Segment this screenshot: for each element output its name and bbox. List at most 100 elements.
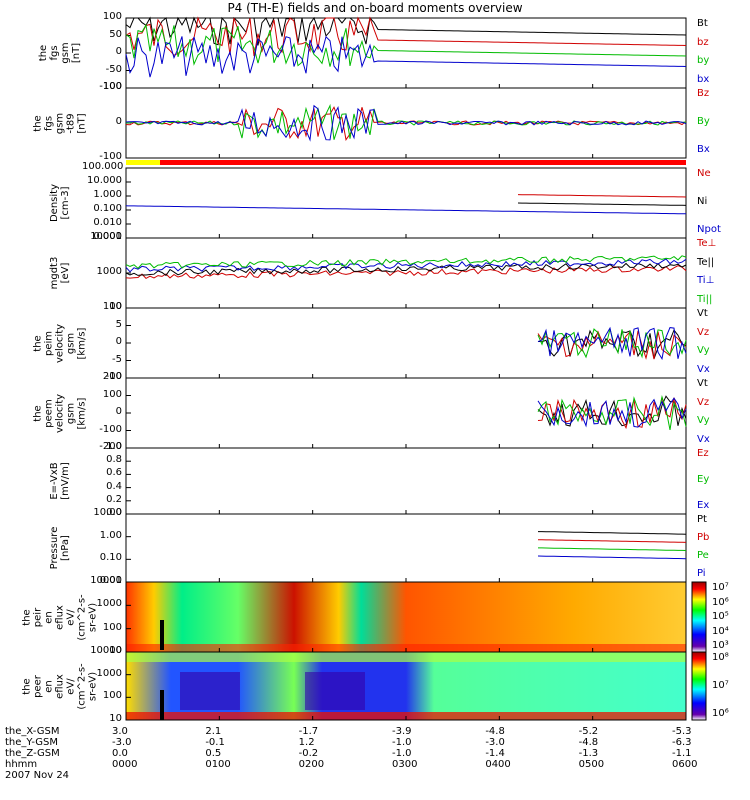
panel-frame-pressure [125, 513, 687, 583]
panel-ylabel-fgs: the fgs gsm [nT] [38, 18, 82, 88]
xrow-value-the_Z-GSM: -0.2 [298, 748, 319, 759]
trace-fgs-Bt [125, 16, 687, 46]
xrow-label-the_X-GSM: the_X-GSM [5, 726, 60, 737]
trace-velx10-Vy [537, 328, 687, 359]
ylabel-line: velocity [54, 323, 66, 363]
ytick-label-velx10: 5 [115, 318, 122, 330]
ylabel-line: Density [49, 183, 60, 223]
ylabel-line: sr-eV) [87, 671, 99, 701]
ylabel-line: [mV/m] [60, 462, 71, 500]
trace-density-Npot [125, 205, 687, 215]
trace-pressure-Pb [537, 539, 687, 543]
trace-temp-Ti⊥ [125, 258, 687, 273]
ytick-label-pressure: 1.00 [99, 529, 122, 541]
panel-frame-density [125, 167, 687, 239]
ylabel-line: eV/ [65, 608, 77, 626]
xrow-value-hhmm: 0100 [205, 759, 231, 770]
xrow-value-the_X-GSM: -4.8 [485, 726, 505, 737]
legend-temp-Te||: Te|| [697, 256, 715, 268]
legend-temp-Ti⊥: Ti⊥ [697, 275, 715, 287]
legend-velx10-Vt: Vt [697, 308, 708, 319]
ytick-label-fgs_dc: 100 [102, 81, 122, 92]
ytick-label-fgs_dc: -100 [99, 151, 122, 162]
legend-density-Ne: Ne [697, 168, 711, 179]
legend-velx10-Vy: Vy [697, 345, 710, 357]
ylabel-line: Pressure [49, 526, 60, 570]
ylabel-line: eflux [54, 604, 66, 630]
trace-fgs_dc-Bx [125, 104, 687, 142]
ylabel-line: gsm [54, 112, 66, 134]
trace-fgs-by [125, 23, 687, 67]
peer-topband [126, 652, 686, 662]
colorbar-label-peir: 10⁷ [712, 582, 729, 593]
panel-frame-velx10 [125, 307, 687, 379]
xrow-value-hhmm: 0300 [392, 759, 418, 770]
xrow-value-hhmm: 0500 [578, 759, 605, 770]
legend-velx10-Vx: Vx [697, 364, 710, 375]
xrow-value-the_Z-GSM: -1.0 [392, 748, 412, 759]
trace-vel-Vx [537, 397, 687, 428]
trace-pressure-Pt [538, 531, 687, 535]
ylabel-line: gsm [65, 402, 77, 424]
ytick-label-velx10: 10 [109, 301, 122, 312]
ytick-label-fgs: 100 [102, 11, 122, 22]
ytick-label-efield: 0.4 [106, 480, 122, 492]
ytick-label-efield: 0.8 [106, 454, 122, 466]
peer-dense-block-2 [305, 672, 365, 710]
legend-density-Ni: Ni [697, 196, 708, 207]
trace-density-Ne [517, 194, 687, 198]
legend-temp-Ti||: Ti|| [697, 294, 713, 305]
colorbar-label-peir: 10⁵ [712, 611, 729, 622]
xrow-value-the_X-GSM: 3.0 [112, 726, 128, 737]
ytick-label-pressure: 0.01 [99, 575, 122, 586]
ytick-label-vel: 0 [115, 406, 122, 417]
legend-vel-Vz: Vz [697, 396, 710, 408]
legend-efield-Ez: Ez [697, 448, 709, 459]
legend-fgs-by: by [697, 55, 710, 67]
colorbar-label-peer: 10⁸ [712, 652, 729, 663]
ytick-label-density: 0.010 [93, 217, 122, 228]
legend-pressure-Pi: Pi [697, 568, 706, 579]
xrow-value-the_Y-GSM: -4.8 [578, 737, 599, 748]
ylabel-line: fgs [49, 45, 60, 61]
ytick-label-efield: 0.0 [106, 507, 122, 518]
legend-temp-Te⊥: Te⊥ [697, 238, 717, 249]
ytick-label-density: 100.000 [82, 161, 124, 172]
ylabel-line: eflux [54, 673, 66, 699]
date-label: 2007 Nov 24 [5, 770, 70, 781]
ylabel-line: fgs [43, 115, 55, 131]
xrow-value-the_Z-GSM: -1.1 [672, 748, 692, 759]
xrow-value-the_X-GSM: -5.3 [672, 726, 692, 737]
legend-fgs-bx: bx [697, 74, 710, 85]
legend-fgs_dc-Bx: Bx [697, 144, 710, 155]
ylabel-line: (cm^2-s- [76, 593, 88, 641]
xrow-value-the_Z-GSM: 0.5 [205, 748, 222, 759]
legend-pressure-Pt: Pt [697, 514, 707, 525]
ylabel-line: gsm [60, 42, 71, 64]
xrow-value-the_X-GSM: 2.1 [205, 726, 222, 737]
ylabel-line: (cm^2-s- [76, 662, 88, 710]
mode-bar-yellow [126, 160, 160, 165]
ytick-label-vel: -200 [99, 441, 122, 452]
xrow-value-hhmm: 0000 [112, 759, 138, 770]
xrow-value-hhmm: 0400 [485, 759, 511, 770]
panel-ylabel-pressure: Pressure [nPa] [49, 514, 71, 582]
panel-ylabel-velx10: the peim velocity gsm [km/s] [33, 308, 88, 378]
trace-fgs-bz [125, 16, 687, 57]
legend-fgs_dc-By: By [697, 116, 710, 127]
ytick-label-velx10: -10 [105, 371, 122, 382]
peer-gap-marker [160, 690, 164, 720]
peer-dense-block-1 [180, 672, 240, 710]
panel-frame-efield [125, 447, 687, 515]
ylabel-line: peer [32, 674, 44, 698]
trace-temp-Te|| [125, 262, 687, 277]
ytick-label-fgs: -50 [105, 63, 122, 75]
panel-ylabel-vel: the peem velocity gsm [km/s] [33, 378, 88, 448]
ylabel-line: [nT] [76, 112, 88, 134]
legend-fgs_dc-Bz: Bz [697, 88, 710, 99]
ylabel-line: peem [43, 398, 55, 428]
xrow-value-the_X-GSM: -3.9 [392, 726, 412, 737]
ytick-label-peir: 1000 [96, 598, 122, 610]
ylabel-line: -t89 [65, 112, 77, 134]
